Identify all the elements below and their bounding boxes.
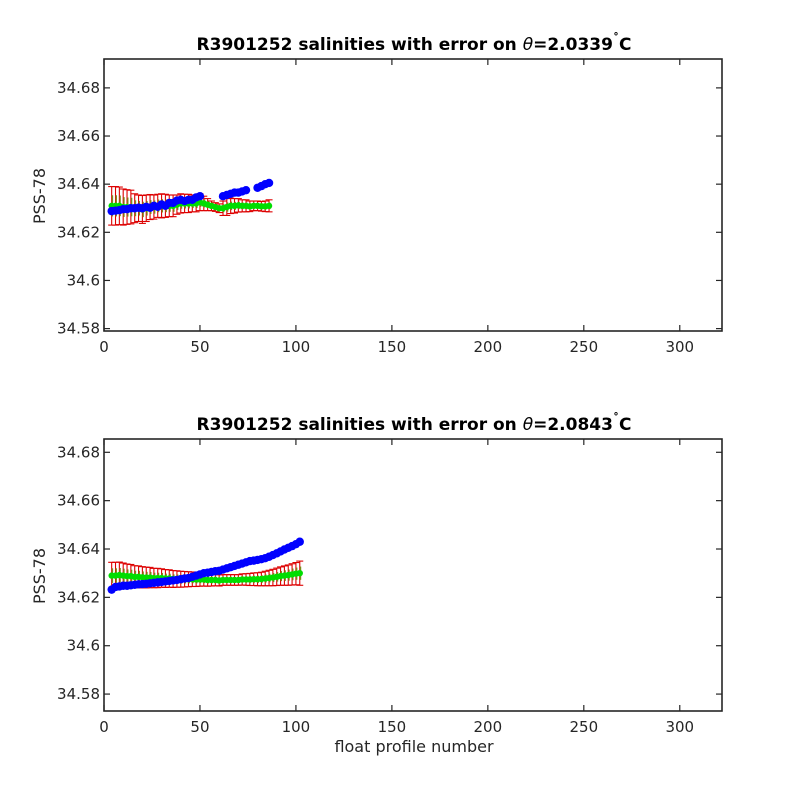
y-tick-label: 34.64 — [57, 540, 100, 558]
mapped-point — [265, 202, 273, 210]
x-tick-label: 300 — [665, 718, 694, 736]
x-tick-label: 250 — [569, 718, 598, 736]
y-tick-label: 34.6 — [67, 271, 100, 289]
measured-point — [295, 537, 304, 546]
panel-bottom: R3901252 salinities with error on θ=2.08… — [30, 411, 723, 756]
x-tick-label: 200 — [474, 718, 503, 736]
axes-box — [103, 438, 723, 712]
x-tick-label: 150 — [378, 338, 407, 356]
y-tick-label: 34.62 — [57, 223, 100, 241]
y-axis-label: PSS-78 — [30, 168, 49, 224]
y-tick-label: 34.6 — [67, 637, 100, 655]
y-tick-label: 34.66 — [57, 492, 100, 510]
mapped-point — [296, 569, 303, 577]
x-tick-label: 200 — [474, 338, 503, 356]
chart-title: R3901252 salinities with error on θ=2.08… — [197, 411, 632, 435]
plot-area: 0 50 100 150 200 250 300 34.58 34.6 34.62 34.64 34.… — [57, 438, 723, 736]
x-tick-label: 0 — [99, 338, 109, 356]
y-tick-label: 34.66 — [57, 127, 100, 145]
x-tick-label: 0 — [99, 718, 109, 736]
y-tick-label: 34.68 — [57, 443, 100, 461]
y-tick-label: 34.68 — [57, 79, 100, 97]
x-tick-label: 250 — [569, 338, 598, 356]
y-tick-label: 34.58 — [57, 320, 100, 338]
measured-point — [241, 185, 251, 195]
y-tick-label: 34.58 — [57, 685, 100, 703]
x-tick-label: 300 — [665, 338, 694, 356]
x-tick-label: 100 — [282, 718, 311, 736]
measured-point — [264, 178, 274, 188]
x-tick-label: 50 — [190, 718, 209, 736]
x-tick-label: 50 — [190, 338, 209, 356]
x-tick-label: 150 — [378, 718, 407, 736]
chart-title: R3901252 salinities with error on θ=2.03… — [197, 31, 632, 55]
plot-area: 0 50 100 150 200 250 300 34.58 34.6 34.62 34.64 34.… — [57, 58, 723, 356]
y-tick-label: 34.64 — [57, 175, 100, 193]
y-tick-label: 34.62 — [57, 588, 100, 606]
axes-box — [103, 58, 723, 332]
measured-point — [195, 192, 205, 201]
y-axis-label: PSS-78 — [30, 548, 49, 604]
x-axis-label: float profile number — [334, 737, 494, 756]
panel-top: R3901252 salinities with error on θ=2.03… — [30, 31, 723, 356]
x-tick-label: 100 — [282, 338, 311, 356]
